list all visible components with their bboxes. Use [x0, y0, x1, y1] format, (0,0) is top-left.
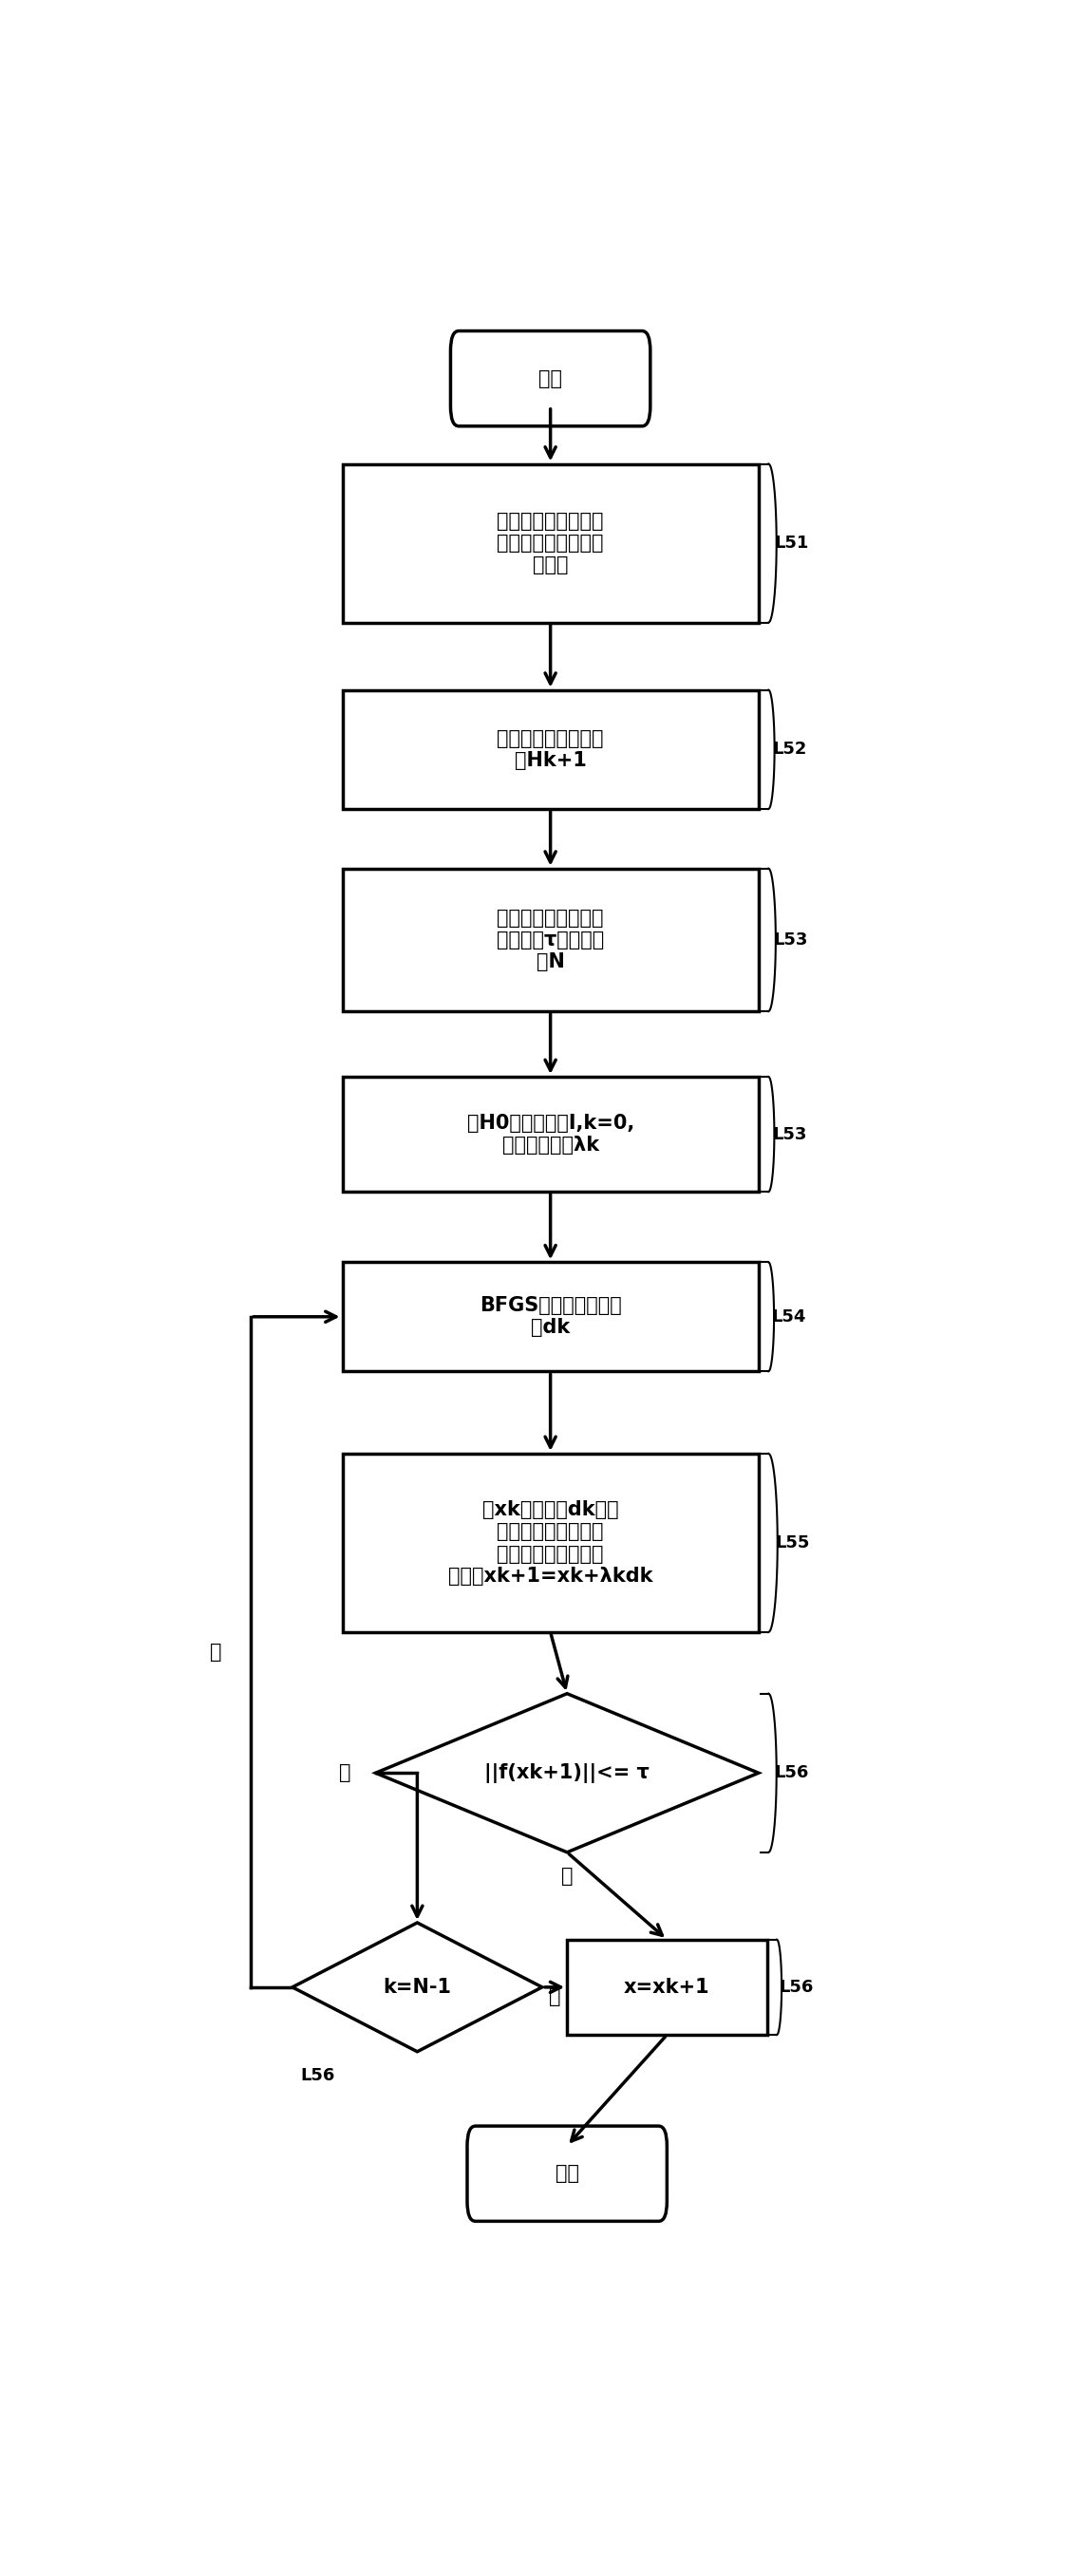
Text: L56: L56: [301, 2066, 335, 2084]
Text: 初始化；设初始点，
收敛阈值τ，迭代次
数N: 初始化；设初始点， 收敛阈值τ，迭代次 数N: [496, 909, 605, 971]
Polygon shape: [376, 1692, 758, 1852]
Text: 计算近似矩阵的逆矩
阵Hk+1: 计算近似矩阵的逆矩 阵Hk+1: [497, 729, 604, 770]
Text: 否: 否: [338, 1765, 350, 1783]
Text: L56: L56: [774, 1765, 809, 1783]
Text: L53: L53: [773, 933, 808, 948]
Bar: [343, 690, 758, 809]
Text: ||f(xk+1)||<= τ: ||f(xk+1)||<= τ: [484, 1762, 650, 1783]
Bar: [343, 868, 758, 1012]
Text: L54: L54: [772, 1309, 807, 1324]
Text: 设H0为单位矩阵I,k=0,
确定搜索步长λk: 设H0为单位矩阵I,k=0, 确定搜索步长λk: [467, 1113, 634, 1154]
Text: L53: L53: [772, 1126, 807, 1144]
Text: 结束: 结束: [555, 2164, 579, 2182]
Text: 将差值函数作为目标
函数，求解差值函数
的梯度: 将差值函数作为目标 函数，求解差值函数 的梯度: [497, 513, 604, 574]
FancyBboxPatch shape: [451, 330, 651, 425]
Text: L51: L51: [774, 536, 809, 551]
FancyBboxPatch shape: [467, 2125, 667, 2221]
Text: BFGS算法确定搜索方
向dk: BFGS算法确定搜索方 向dk: [479, 1296, 622, 1337]
Text: k=N-1: k=N-1: [383, 1978, 451, 1996]
Bar: [343, 1262, 758, 1370]
Text: x=xk+1: x=xk+1: [624, 1978, 710, 1996]
Bar: [343, 1077, 758, 1193]
Text: 从xk出发，沿dk做一
维搜索，在满足搜索
条件的时候，停止搜
索，另xk+1=xk+λkdk: 从xk出发，沿dk做一 维搜索，在满足搜索 条件的时候，停止搜 索，另xk+1=…: [448, 1499, 653, 1584]
Text: 开始: 开始: [538, 368, 563, 389]
Polygon shape: [292, 1922, 542, 2050]
Bar: [343, 1453, 758, 1633]
Text: L56: L56: [780, 1978, 814, 1996]
Text: 是: 是: [549, 1989, 561, 2007]
Text: L55: L55: [775, 1535, 810, 1551]
Bar: [343, 464, 758, 623]
Text: L52: L52: [772, 742, 807, 757]
Text: 否: 否: [209, 1643, 221, 1662]
Text: 是: 是: [561, 1868, 574, 1886]
Bar: [567, 1940, 767, 2035]
